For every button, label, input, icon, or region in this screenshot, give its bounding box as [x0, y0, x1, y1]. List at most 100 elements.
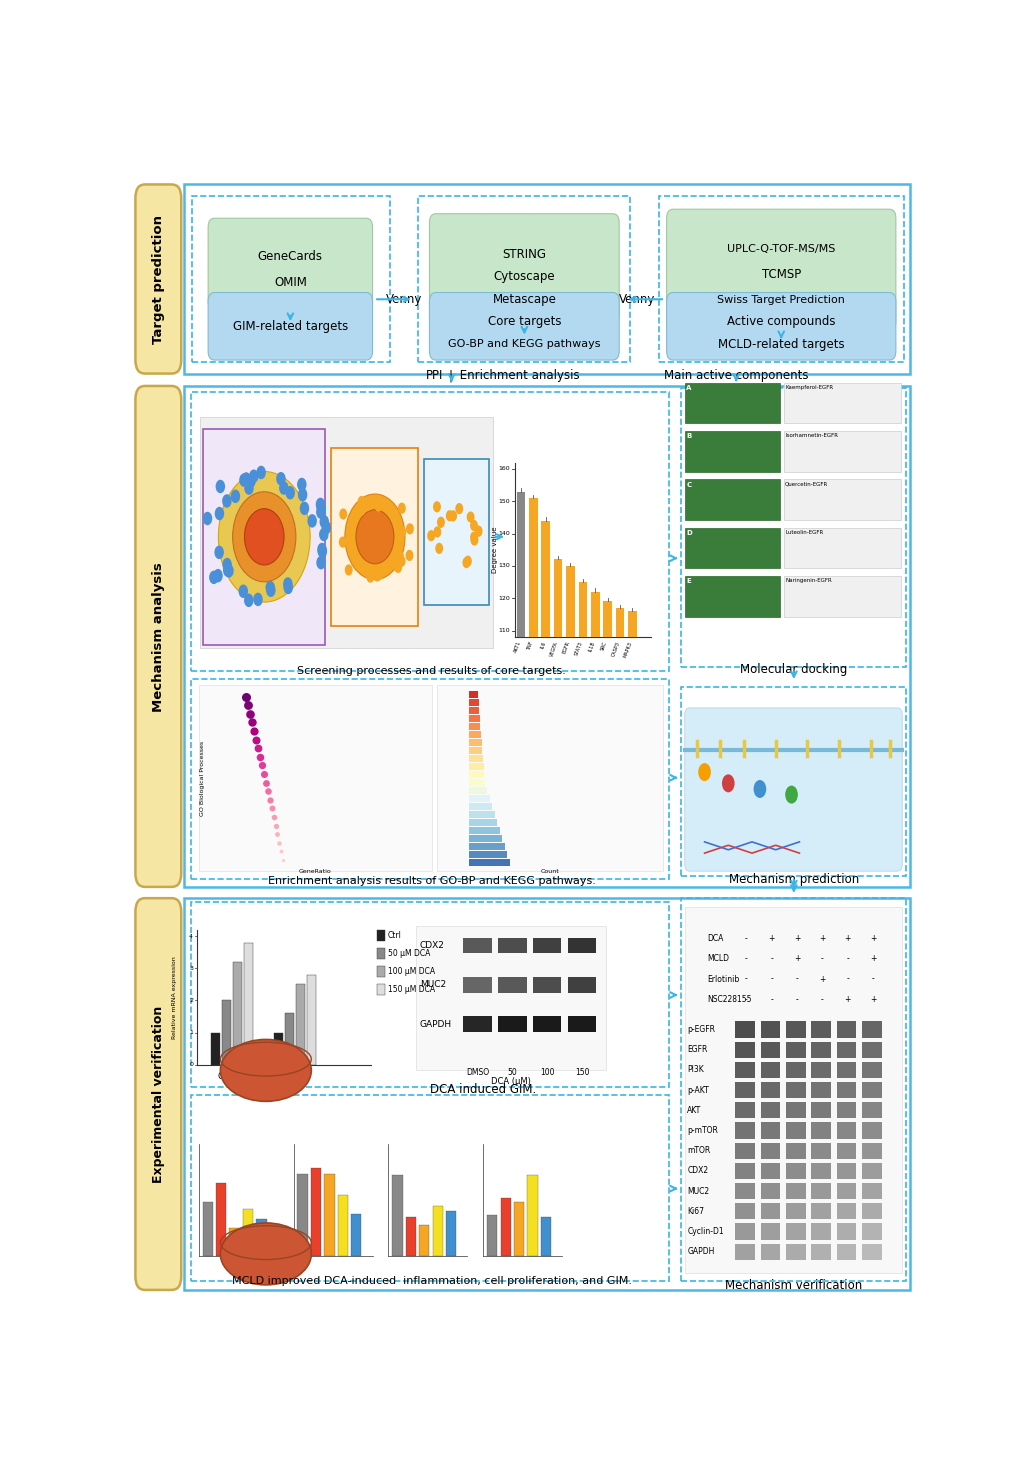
Circle shape [224, 564, 233, 577]
Bar [861, 1224, 880, 1240]
Bar [786, 1183, 805, 1199]
Bar [760, 1123, 780, 1139]
Bar [861, 1162, 880, 1178]
Circle shape [433, 501, 440, 513]
Bar [684, 576, 779, 617]
Text: -: - [846, 955, 848, 963]
Point [271, 830, 287, 854]
Bar [810, 1061, 830, 1077]
Text: A: A [686, 385, 691, 390]
Bar [199, 686, 431, 871]
Bar [836, 1022, 856, 1038]
Text: MAPK3: MAPK3 [622, 640, 633, 658]
Circle shape [785, 785, 797, 804]
Bar [418, 196, 630, 363]
Text: Quercetin-EGFR: Quercetin-EGFR [785, 481, 827, 487]
Bar [298, 1174, 308, 1256]
Bar [191, 392, 668, 671]
Text: MUC2: MUC2 [280, 1072, 305, 1080]
Text: 110: 110 [498, 629, 510, 633]
Text: -: - [846, 975, 848, 984]
Text: MUC2: MUC2 [420, 981, 445, 990]
Point [267, 814, 283, 838]
Text: +: + [768, 934, 774, 943]
Text: +: + [844, 934, 850, 943]
Point [239, 693, 256, 716]
Text: CDX2: CDX2 [687, 1167, 707, 1175]
Text: Kaempferol-EGFR: Kaempferol-EGFR [785, 385, 833, 390]
Point [237, 686, 254, 709]
Circle shape [433, 526, 441, 538]
Bar [273, 1032, 283, 1064]
Bar [469, 763, 483, 769]
Circle shape [249, 469, 258, 482]
Circle shape [464, 556, 472, 567]
Bar [469, 724, 480, 730]
Circle shape [448, 510, 457, 522]
Point [259, 779, 275, 803]
Circle shape [222, 494, 231, 507]
Bar [783, 480, 900, 520]
Bar [735, 1143, 754, 1159]
Bar [191, 1095, 668, 1281]
Circle shape [298, 488, 307, 501]
Circle shape [321, 520, 331, 534]
Bar [469, 738, 481, 746]
Text: CDX2: CDX2 [218, 1072, 240, 1080]
Circle shape [319, 528, 328, 541]
Text: DCA induced GIM.: DCA induced GIM. [430, 1083, 536, 1096]
Text: p-mTOR: p-mTOR [687, 1126, 717, 1135]
Text: 100: 100 [539, 1069, 554, 1077]
Text: STRING: STRING [501, 247, 546, 260]
Text: Luteolin-EGFR: Luteolin-EGFR [785, 531, 822, 535]
Bar [469, 779, 484, 785]
Bar [487, 1215, 497, 1256]
Bar [432, 1206, 442, 1256]
Point [252, 746, 268, 769]
Ellipse shape [220, 1039, 311, 1101]
Bar [861, 1061, 880, 1077]
Text: -: - [769, 975, 772, 984]
Bar [810, 1143, 830, 1159]
Bar [786, 1143, 805, 1159]
Circle shape [297, 478, 307, 491]
Bar [810, 1041, 830, 1058]
Bar [517, 491, 525, 637]
Circle shape [358, 496, 365, 507]
Text: 160: 160 [498, 466, 510, 471]
Text: +: + [869, 934, 875, 943]
Circle shape [230, 490, 239, 503]
Bar [351, 1213, 361, 1256]
Bar [191, 902, 668, 1088]
Circle shape [266, 583, 275, 596]
Text: C: C [686, 481, 691, 488]
Bar [514, 1202, 524, 1256]
Circle shape [427, 531, 435, 541]
FancyBboxPatch shape [208, 292, 372, 360]
Circle shape [356, 510, 393, 564]
Circle shape [436, 516, 444, 528]
Point [256, 762, 272, 785]
Text: Relative mRNA expression: Relative mRNA expression [172, 956, 177, 1038]
Bar [836, 1224, 856, 1240]
Point [263, 797, 279, 820]
Circle shape [406, 550, 413, 561]
Bar [681, 687, 905, 876]
Circle shape [244, 594, 254, 607]
Bar [533, 977, 560, 993]
Circle shape [470, 520, 478, 531]
Bar [469, 692, 478, 697]
Circle shape [242, 472, 251, 485]
Text: p-EGFR: p-EGFR [687, 1025, 714, 1034]
Circle shape [393, 561, 401, 573]
Text: GIM-related targets: GIM-related targets [232, 320, 347, 333]
Text: MCLD: MCLD [706, 955, 729, 963]
Text: 2: 2 [189, 999, 193, 1003]
Text: -: - [744, 975, 747, 984]
Circle shape [462, 557, 470, 569]
Bar [684, 480, 779, 520]
Bar [469, 699, 478, 706]
Bar [786, 1022, 805, 1038]
Circle shape [265, 580, 275, 594]
Circle shape [218, 472, 310, 602]
